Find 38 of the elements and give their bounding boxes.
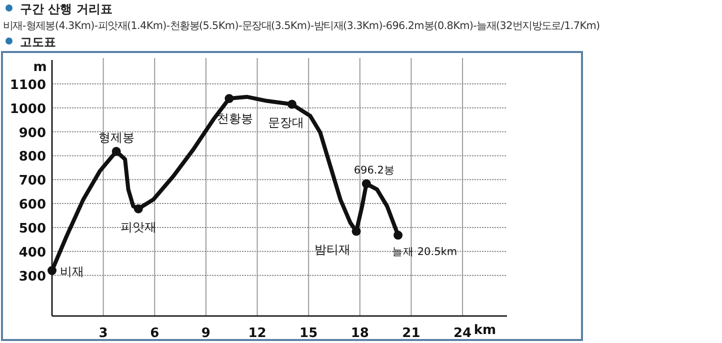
annotation: 밤티재 xyxy=(314,242,350,256)
x-tick-label: 3 xyxy=(98,326,108,341)
annotation: 천황봉 xyxy=(217,112,254,126)
x-tick-label: 9 xyxy=(201,326,210,341)
annotation: 문장대 xyxy=(268,115,304,130)
point xyxy=(362,179,371,188)
y-tick-label: 400 xyxy=(18,245,46,260)
annotation: 형제봉 xyxy=(98,130,134,144)
y-tick-label: 700 xyxy=(18,174,46,189)
point xyxy=(394,230,403,240)
y-tick-label: 800 xyxy=(18,150,46,165)
annotation: 늘재 20.5km xyxy=(392,246,458,258)
y-tick-label: 500 xyxy=(18,221,46,236)
x-tick-label: 6 xyxy=(150,326,160,341)
chart-subtitle: 비재-형제봉(4.3Km)-피앗재(1.4Km)-천황봉(5.5Km)-문장대(3.5Km)-밤티재(3.3Km)-696.2m봉(0.8Km)-늘재(32번지방도로/1.7Km) xyxy=(3,20,600,32)
y-tick-label: 1100 xyxy=(10,78,46,93)
y-axis-title: m xyxy=(33,60,47,75)
text: 고도표 xyxy=(20,35,56,49)
point xyxy=(112,146,121,156)
point xyxy=(352,226,361,236)
x-tick-label: 18 xyxy=(350,326,369,341)
y-tick-label: 300 xyxy=(18,269,46,284)
x-tick-label: 21 xyxy=(402,326,420,341)
point xyxy=(287,100,296,109)
x-tick-label: 24 xyxy=(453,326,472,341)
x-tick-label: 12 xyxy=(248,326,266,341)
annotation: 비재 xyxy=(60,264,84,279)
x-axis-title: km xyxy=(474,323,496,338)
annotation: 피앗재 xyxy=(120,220,156,234)
y-tick-label: 600 xyxy=(18,198,46,213)
y-tick-label: 1000 xyxy=(10,102,46,117)
x-tick-label: 15 xyxy=(300,326,318,341)
chart-title: 구간 산행 거리표 xyxy=(20,2,112,16)
y-tick-label: 900 xyxy=(18,126,46,141)
point xyxy=(134,204,143,214)
point xyxy=(224,94,234,104)
annotation: 696.2봉 xyxy=(354,164,395,177)
point xyxy=(48,266,56,276)
